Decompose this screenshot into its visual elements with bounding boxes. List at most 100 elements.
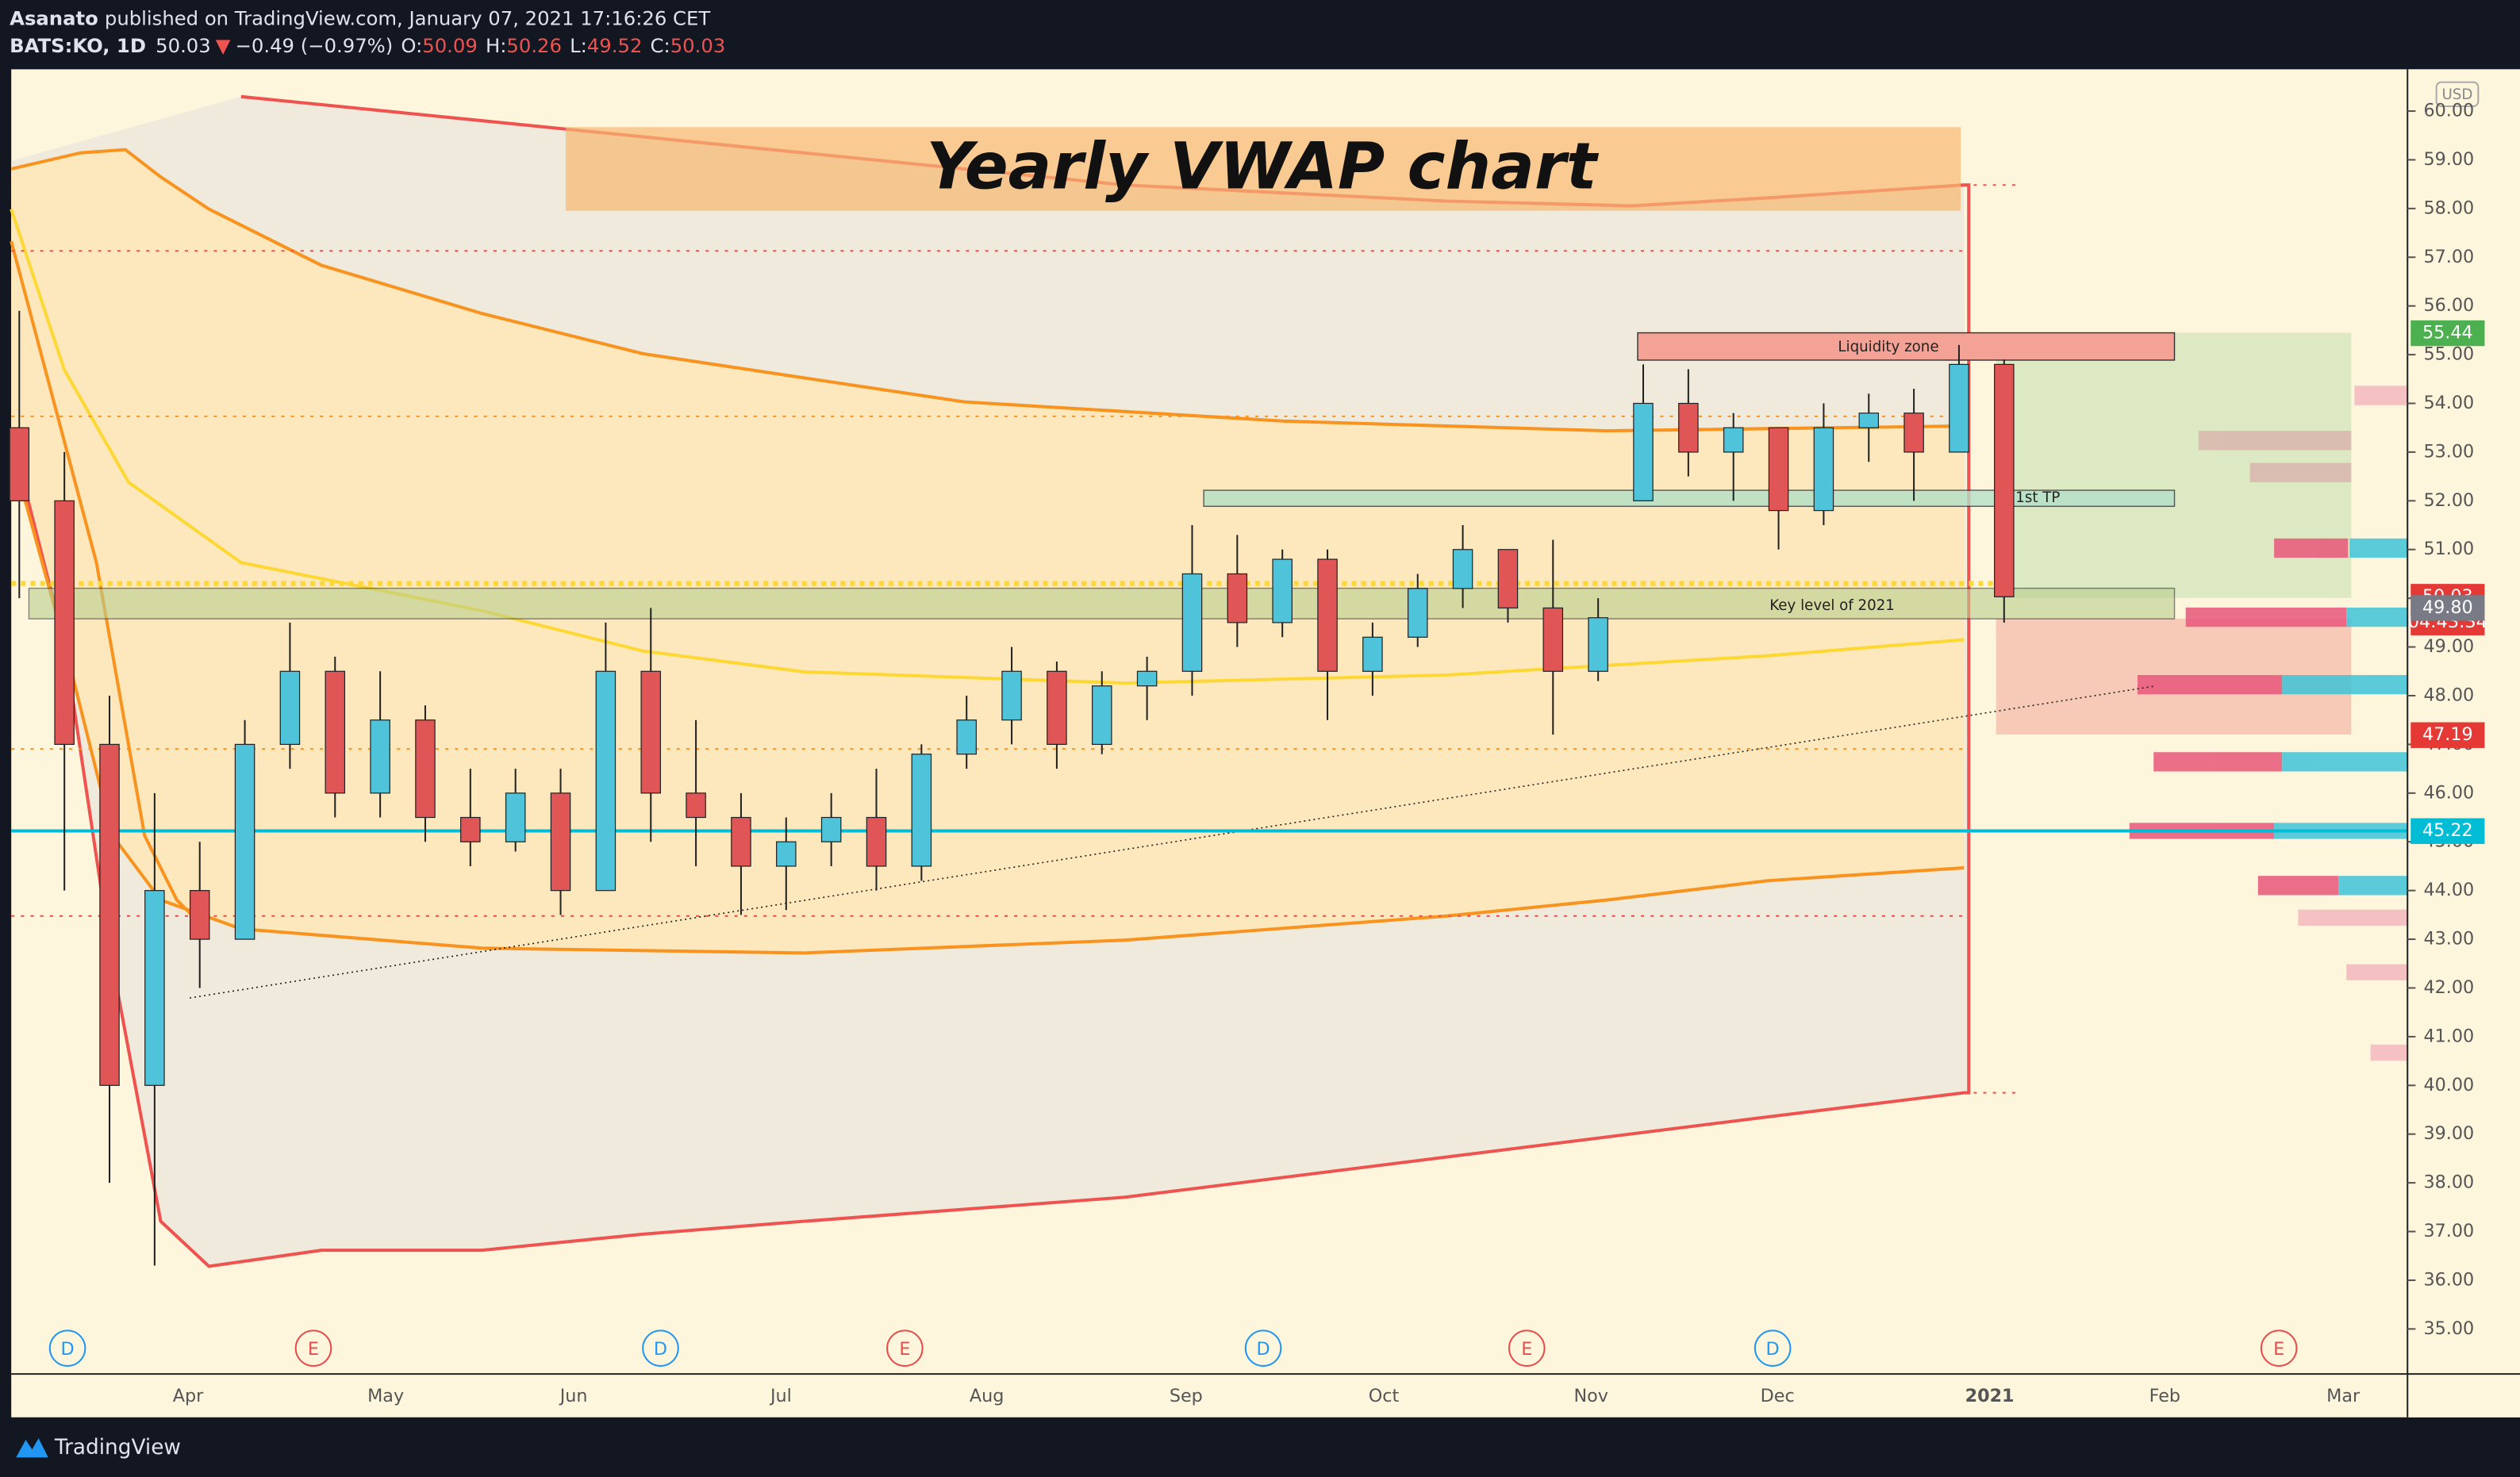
price-label-bg	[2411, 818, 2485, 844]
c: 50.03	[670, 34, 726, 57]
candle-body	[99, 743, 120, 1086]
candle-body	[144, 890, 165, 1086]
candle-body	[1858, 412, 1880, 428]
candle-body	[1136, 670, 1158, 687]
liquidity-box	[1637, 332, 2176, 361]
time-tick-label: Dec	[1761, 1386, 1795, 1406]
published: published on TradingView.com, January 07…	[105, 7, 710, 30]
time-tick-label: Jul	[769, 1386, 792, 1406]
time-tick-label: Apr	[173, 1386, 204, 1406]
tp-box	[1203, 489, 2176, 508]
annotation: 1st TP	[2015, 489, 2060, 506]
event-marker[interactable]	[642, 1329, 679, 1367]
candle-body	[189, 890, 210, 940]
inner-band	[11, 149, 1965, 953]
annotation: Liquidity zone	[1838, 339, 1938, 355]
brand[interactable]: TradingView	[54, 1436, 181, 1460]
candle-body	[1047, 670, 1067, 746]
candle-body	[911, 754, 932, 867]
candle-body	[1633, 402, 1654, 501]
candle-body	[1994, 363, 2015, 597]
price-tick-label: 46.00	[2423, 782, 2474, 803]
author[interactable]: Asanato	[10, 7, 98, 30]
time-tick-label: Sep	[1170, 1386, 1203, 1406]
price-tick-label: 60.00	[2423, 101, 2474, 121]
candle-body	[1768, 427, 1789, 512]
candle-body	[325, 670, 346, 794]
price-tick-label: 37.00	[2423, 1221, 2474, 1241]
price-tick-label: 57.00	[2423, 247, 2474, 267]
event-label: E	[308, 1339, 319, 1360]
time-tick-label: Jun	[559, 1386, 588, 1406]
candle-body	[1362, 636, 1383, 672]
candle-body	[54, 500, 75, 746]
event-marker[interactable]	[1244, 1329, 1282, 1367]
o: 50.09	[422, 34, 478, 57]
candle-body	[1452, 549, 1473, 589]
price-tick-label: 39.00	[2423, 1123, 2474, 1144]
price-tick-label: 35.00	[2423, 1318, 2474, 1339]
price-tick-label: 40.00	[2423, 1075, 2474, 1095]
candle-body	[370, 719, 390, 794]
key-level-box	[28, 587, 2176, 620]
event-marker[interactable]	[886, 1329, 924, 1367]
event-marker[interactable]	[294, 1329, 332, 1367]
event-marker[interactable]	[1508, 1329, 1546, 1367]
candle-body	[279, 670, 301, 746]
candle-body	[731, 816, 751, 867]
candle-body	[1092, 685, 1112, 746]
price-tick-label: 48.00	[2423, 685, 2474, 705]
arrow: ▼	[216, 34, 231, 57]
symbol: BATS:KO, 1D	[10, 34, 146, 57]
candle-body	[1181, 573, 1203, 672]
currency-badge	[2435, 81, 2480, 107]
price-tick-label: 42.00	[2423, 977, 2474, 998]
event-label: D	[1766, 1339, 1780, 1360]
candle-body	[1542, 607, 1564, 672]
candle-body	[234, 743, 255, 940]
last: 50.03	[156, 34, 211, 57]
l-label: L:	[570, 34, 587, 57]
o-label: O:	[401, 34, 422, 57]
event-label: E	[2273, 1339, 2284, 1360]
candle-body	[1813, 427, 1834, 512]
upper-line	[10, 148, 1965, 433]
event-label: D	[1256, 1339, 1270, 1360]
change: −0.49 (−0.97%)	[236, 34, 394, 57]
candle-body	[1678, 402, 1699, 453]
price-label-bg	[2411, 320, 2485, 347]
candle-body	[1723, 427, 1744, 453]
price-tick-label: 43.00	[2423, 929, 2474, 950]
event-marker[interactable]	[48, 1329, 86, 1367]
candle-body	[866, 816, 887, 867]
price-tick-label: 53.00	[2423, 441, 2474, 462]
event-marker[interactable]	[1754, 1329, 1792, 1367]
time-tick-label: Oct	[1369, 1386, 1400, 1406]
candle-body	[505, 792, 526, 842]
candle-body	[460, 816, 481, 842]
price-label-bg	[2411, 722, 2485, 748]
candle-body	[1407, 588, 1428, 638]
time-tick-label: Aug	[970, 1386, 1004, 1406]
price-tick-label: 41.00	[2423, 1026, 2474, 1046]
price-tick-label: 44.00	[2423, 880, 2474, 900]
h-label: H:	[486, 34, 506, 57]
price-label: 49.80	[2422, 597, 2473, 618]
time-tick-label: Mar	[2326, 1386, 2361, 1406]
logo[interactable]	[16, 1438, 48, 1458]
trendline	[189, 685, 2154, 999]
price-tick-label: 56.00	[2423, 295, 2474, 316]
candle-body	[640, 670, 662, 794]
price-label: 45.22	[2422, 820, 2473, 841]
price-tick-label: 52.00	[2423, 490, 2474, 511]
price-tick-label: 36.00	[2423, 1269, 2474, 1290]
candle-body	[820, 816, 842, 842]
candle-body	[686, 792, 706, 819]
price-label: 47.19	[2422, 724, 2473, 745]
candle-body	[956, 719, 977, 755]
time-tick-label: Nov	[1574, 1386, 1608, 1406]
title-box	[565, 127, 1961, 211]
volume-profile	[2129, 386, 2408, 1061]
legend-line: BATS:KO, 1D 50.03 ▼ −0.49 (−0.97%) O:50.09 H:…	[10, 34, 725, 57]
event-marker[interactable]	[2260, 1329, 2298, 1367]
